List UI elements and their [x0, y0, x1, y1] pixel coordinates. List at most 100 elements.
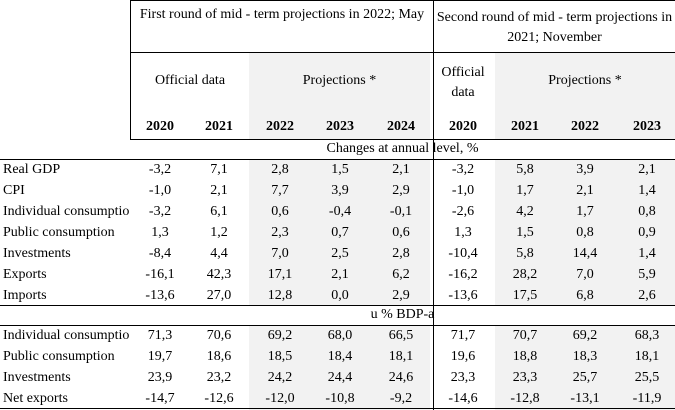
year-header: 2023	[633, 119, 661, 134]
table-cell: 0,6	[271, 204, 289, 219]
table-cell: 0,6	[392, 225, 410, 240]
table-cell: 1,7	[576, 204, 594, 219]
table-cell: -1,0	[451, 183, 475, 198]
table-cell: 0,8	[638, 204, 656, 219]
table-cell: -12,0	[265, 391, 295, 406]
table-cell: 6,1	[210, 204, 228, 219]
header-bottom-border	[130, 139, 675, 140]
table-cell: 27,0	[206, 288, 232, 303]
section1-title: Changes at annual level, %	[326, 141, 479, 156]
table-cell: -0,4	[328, 204, 352, 219]
table-cell: 25,5	[634, 370, 660, 385]
table-cell: 3,9	[576, 162, 594, 177]
table-cell: 19,6	[450, 349, 476, 364]
table-cell: 4,4	[210, 246, 228, 261]
table-cell: 0,9	[638, 225, 656, 240]
table-cell: 69,2	[267, 328, 293, 343]
section2-title: u % BDP-a	[370, 307, 435, 322]
table-cell: 17,1	[267, 267, 293, 282]
table-cell: 23,3	[512, 370, 538, 385]
table-cell: 12,8	[267, 288, 293, 303]
table-cell: 1,4	[638, 183, 656, 198]
table-cell: 25,7	[572, 370, 598, 385]
table-cell: -3,2	[148, 162, 172, 177]
table-cell: 18,1	[388, 349, 414, 364]
table-cell: -0,1	[389, 204, 413, 219]
table-cell: -8,4	[148, 246, 172, 261]
table-cell: 66,5	[388, 328, 414, 343]
section2-border	[0, 325, 675, 326]
table-cell: 23,2	[206, 370, 232, 385]
table-cell: -11,9	[632, 391, 662, 406]
table-cell: 5,8	[516, 162, 534, 177]
table-cell: 68,0	[327, 328, 353, 343]
table-cell: 1,4	[638, 246, 656, 261]
year-header: 2021	[511, 119, 539, 134]
table-cell: 24,4	[327, 370, 353, 385]
table-cell: 18,4	[327, 349, 353, 364]
table-cell: -1,0	[148, 183, 172, 198]
table-cell: 1,2	[210, 225, 228, 240]
table-cell: 70,7	[512, 328, 538, 343]
year-header: 2023	[326, 119, 354, 134]
table-cell: 2,1	[210, 183, 228, 198]
year-header: 2020	[449, 119, 477, 134]
table-cell: 71,7	[450, 328, 476, 343]
table-cell: 28,2	[512, 267, 538, 282]
table-cell: -16,1	[145, 267, 175, 282]
left-border	[130, 0, 131, 139]
table-cell: 23,9	[147, 370, 173, 385]
table-cell: 0,0	[331, 288, 349, 303]
table-cell: 5,8	[516, 246, 534, 261]
table-cell: 7,0	[271, 246, 289, 261]
table-cell: 0,8	[576, 225, 594, 240]
table-cell: 42,3	[206, 267, 232, 282]
g2-projections-shade	[495, 53, 675, 410]
section1-band	[130, 139, 675, 159]
table-cell: 2,5	[331, 246, 349, 261]
table-cell: -12,6	[204, 391, 234, 406]
row-label: Exports	[3, 267, 47, 282]
table-cell: 0,7	[331, 225, 349, 240]
table-cell: -2,6	[451, 204, 475, 219]
table-cell: -9,2	[389, 391, 413, 406]
table-cell: -13,6	[145, 288, 175, 303]
table-cell: 2,9	[392, 183, 410, 198]
group2-title: Second round of mid - term projections i…	[436, 10, 673, 45]
table-cell: 7,1	[210, 162, 228, 177]
table-cell: 2,9	[392, 288, 410, 303]
table-cell: 2,1	[638, 162, 656, 177]
year-header: 2020	[146, 119, 174, 134]
table-cell: 2,3	[271, 225, 289, 240]
table-cell: 71,3	[147, 328, 173, 343]
table-cell: 2,1	[392, 162, 410, 177]
table-cell: 4,2	[516, 204, 534, 219]
section2-band	[130, 305, 675, 325]
row-label: Investments	[3, 370, 71, 385]
table-cell: 1,3	[454, 225, 472, 240]
table-cell: 1,3	[151, 225, 169, 240]
table-cell: 2,1	[331, 267, 349, 282]
row-label: Individual consumption	[3, 328, 129, 343]
table-cell: -14,7	[145, 391, 175, 406]
top-border	[130, 0, 675, 1]
g2-projections-label: Projections *	[548, 73, 622, 88]
row-label: Public consumption	[3, 349, 115, 364]
g2-official-label: Official data	[441, 65, 485, 100]
row-label: Real GDP	[3, 162, 61, 177]
g1-projections-shade	[249, 53, 430, 410]
bottom-border	[0, 408, 675, 409]
table-cell: 68,3	[634, 328, 660, 343]
group1-title: First round of mid - term projections in…	[139, 7, 425, 22]
group-divider	[433, 0, 434, 410]
year-header: 2024	[387, 119, 415, 134]
table-cell: 2,8	[271, 162, 289, 177]
table-cell: 17,5	[512, 288, 538, 303]
table-cell: 18,5	[267, 349, 293, 364]
table-cell: 6,8	[576, 288, 594, 303]
table-cell: -3,2	[451, 162, 475, 177]
table-cell: 24,2	[267, 370, 293, 385]
year-header: 2022	[571, 119, 599, 134]
table-cell: 5,9	[638, 267, 656, 282]
g1-projections-label: Projections *	[302, 73, 377, 88]
